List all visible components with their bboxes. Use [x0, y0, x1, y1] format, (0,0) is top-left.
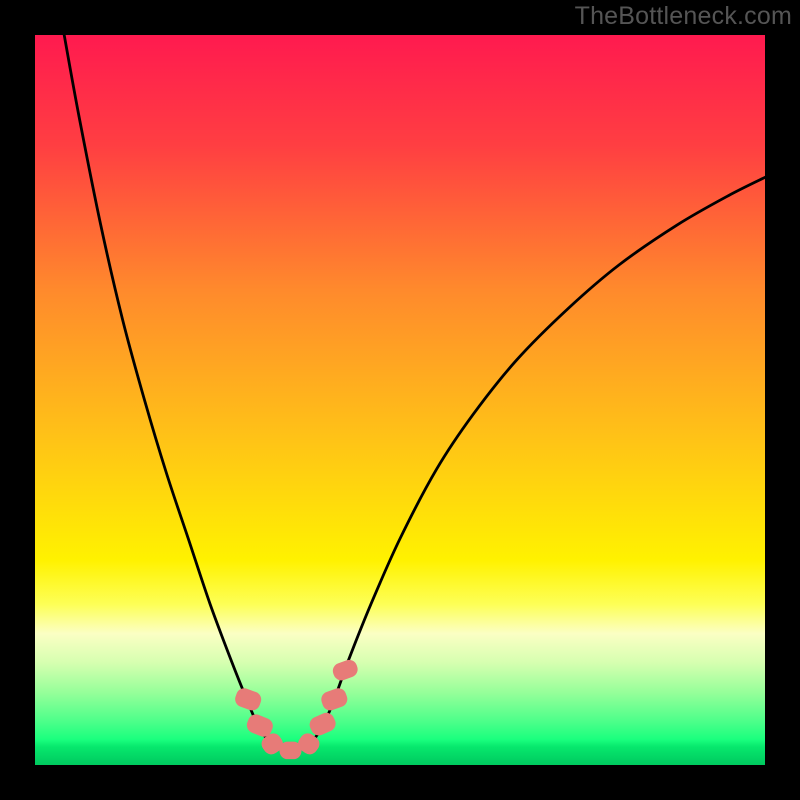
watermark-text: TheBottleneck.com — [575, 2, 792, 31]
plot-area — [35, 35, 765, 765]
chart-frame: TheBottleneck.com — [0, 0, 800, 800]
chart-svg — [35, 35, 765, 765]
